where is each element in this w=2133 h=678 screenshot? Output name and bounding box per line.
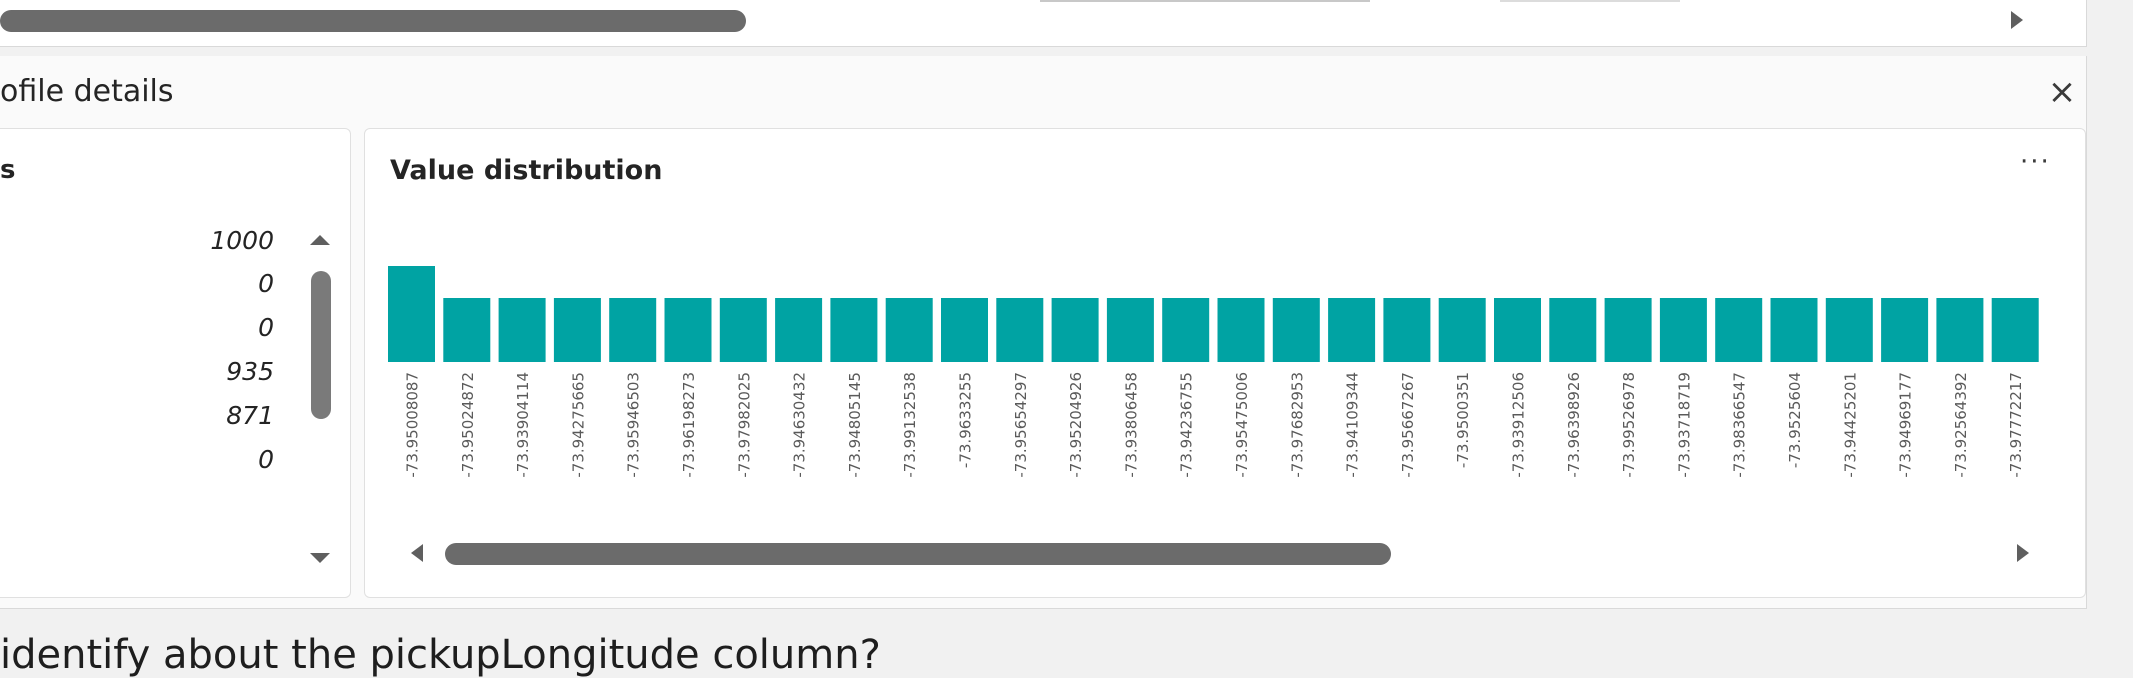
category-tick-label: -73.95024872 bbox=[459, 372, 477, 478]
distribution-bar[interactable] bbox=[1051, 298, 1099, 362]
category-tick-label: -73.99132538 bbox=[901, 372, 919, 478]
distribution-bar[interactable] bbox=[664, 298, 712, 362]
category-tick-label: -73.95946503 bbox=[625, 372, 643, 478]
distribution-bar[interactable] bbox=[498, 298, 546, 362]
category-tick-label: -73.96398926 bbox=[1565, 372, 1583, 478]
scroll-down-arrow-icon[interactable] bbox=[310, 553, 330, 563]
distribution-bar[interactable] bbox=[885, 298, 933, 362]
question-text: identify about the pickupLongitude colum… bbox=[0, 632, 881, 678]
category-tick-label: -73.93806458 bbox=[1122, 372, 1140, 478]
distribution-bar[interactable] bbox=[1162, 298, 1210, 362]
stat-value: 0 bbox=[258, 445, 274, 474]
category-tick-label: -73.93904114 bbox=[514, 372, 532, 478]
scroll-right-arrow-icon[interactable] bbox=[2017, 544, 2029, 562]
stat-value: 0 bbox=[258, 313, 274, 342]
category-tick-label: -73.93718719 bbox=[1675, 372, 1693, 478]
category-tick-label: -73.94236755 bbox=[1178, 372, 1196, 478]
distribution-bar[interactable] bbox=[1549, 298, 1597, 362]
category-tick-label: -73.96198273 bbox=[680, 372, 698, 478]
scroll-left-arrow-icon[interactable] bbox=[411, 544, 423, 562]
category-tick-label: -73.95654297 bbox=[1012, 372, 1030, 478]
profile-details-panel: ofile details × s 1000 0 0 935 871 0 Val… bbox=[0, 56, 2087, 609]
distribution-bar[interactable] bbox=[388, 266, 435, 362]
category-tick-label: -73.95667267 bbox=[1399, 372, 1417, 478]
distribution-bar[interactable] bbox=[1881, 298, 1929, 362]
stat-value: 871 bbox=[226, 401, 274, 430]
scroll-right-arrow-icon[interactable] bbox=[2011, 11, 2023, 29]
stat-value: 935 bbox=[226, 357, 274, 386]
top-divider bbox=[1040, 0, 1370, 2]
stat-value: 1000 bbox=[210, 226, 274, 255]
top-divider-secondary bbox=[1500, 0, 1680, 2]
distribution-bar[interactable] bbox=[553, 298, 601, 362]
value-distribution-title: Value distribution bbox=[390, 155, 663, 186]
category-tick-label: -73.94425201 bbox=[1841, 372, 1859, 478]
distribution-bar[interactable] bbox=[1659, 298, 1707, 362]
value-distribution-chart: -73.95008087 -73.95024872 -73.93904114 -73.… bbox=[388, 266, 2039, 478]
distribution-bar[interactable] bbox=[1991, 298, 2039, 362]
category-tick-label: -73.92564392 bbox=[1952, 372, 1970, 478]
category-tick-label: -73.9500351 bbox=[1454, 372, 1472, 468]
distribution-bar[interactable] bbox=[1438, 298, 1486, 362]
distribution-bar[interactable] bbox=[775, 298, 823, 362]
top-horizontal-scrollbar-thumb[interactable] bbox=[0, 10, 746, 32]
category-tick-label: -73.95475006 bbox=[1233, 372, 1251, 478]
distribution-bar[interactable] bbox=[1272, 298, 1320, 362]
distribution-bar[interactable] bbox=[443, 298, 491, 362]
distribution-bar[interactable] bbox=[830, 298, 878, 362]
more-options-icon[interactable]: ··· bbox=[2020, 147, 2051, 177]
category-tick-label: -73.97682953 bbox=[1288, 372, 1306, 478]
category-tick-label: -73.94630432 bbox=[791, 372, 809, 478]
category-tick-label: -73.9633255 bbox=[957, 372, 975, 468]
panel-title: ofile details bbox=[0, 74, 174, 109]
top-results-panel bbox=[0, 0, 2087, 47]
distribution-bar[interactable] bbox=[1106, 298, 1154, 362]
category-tick-label: -73.95204926 bbox=[1067, 372, 1085, 478]
category-tick-label: -73.94109344 bbox=[1344, 372, 1362, 478]
distribution-bar[interactable] bbox=[1936, 298, 1984, 362]
category-tick-label: -73.97982025 bbox=[735, 372, 753, 478]
category-tick-label: -73.94275665 bbox=[569, 372, 587, 478]
distribution-bar[interactable] bbox=[1770, 298, 1818, 362]
vertical-scrollbar-thumb[interactable] bbox=[311, 271, 331, 419]
scroll-up-arrow-icon[interactable] bbox=[310, 235, 330, 245]
distribution-bar[interactable] bbox=[1715, 298, 1763, 362]
statistics-card: s 1000 0 0 935 871 0 bbox=[0, 128, 351, 598]
distribution-bar[interactable] bbox=[1604, 298, 1652, 362]
distribution-bar[interactable] bbox=[719, 298, 767, 362]
category-tick-label: -73.93912506 bbox=[1510, 372, 1528, 478]
category-tick-label: -73.95008087 bbox=[404, 372, 422, 478]
close-icon[interactable]: × bbox=[2047, 72, 2077, 112]
category-tick-label: -73.94805145 bbox=[846, 372, 864, 478]
category-tick-label: -73.94969177 bbox=[1897, 372, 1915, 478]
stat-value: 0 bbox=[258, 269, 274, 298]
category-tick-label: -73.99526978 bbox=[1620, 372, 1638, 478]
distribution-bar[interactable] bbox=[1328, 298, 1376, 362]
distribution-bar[interactable] bbox=[609, 298, 657, 362]
category-tick-label: -73.97772217 bbox=[2007, 372, 2025, 478]
statistics-title: s bbox=[0, 155, 16, 185]
chart-horizontal-scrollbar-thumb[interactable] bbox=[445, 543, 1391, 565]
value-distribution-card: Value distribution ··· -73.95008087 -73.9… bbox=[364, 128, 2086, 598]
distribution-bar[interactable] bbox=[1825, 298, 1873, 362]
category-tick-label: -73.98366547 bbox=[1731, 372, 1749, 478]
distribution-bar[interactable] bbox=[1217, 298, 1265, 362]
distribution-bar[interactable] bbox=[1494, 298, 1541, 362]
distribution-bar[interactable] bbox=[1383, 298, 1431, 362]
distribution-bar[interactable] bbox=[996, 298, 1044, 362]
distribution-bar[interactable] bbox=[941, 298, 988, 362]
category-tick-label: -73.9525604 bbox=[1786, 372, 1804, 468]
